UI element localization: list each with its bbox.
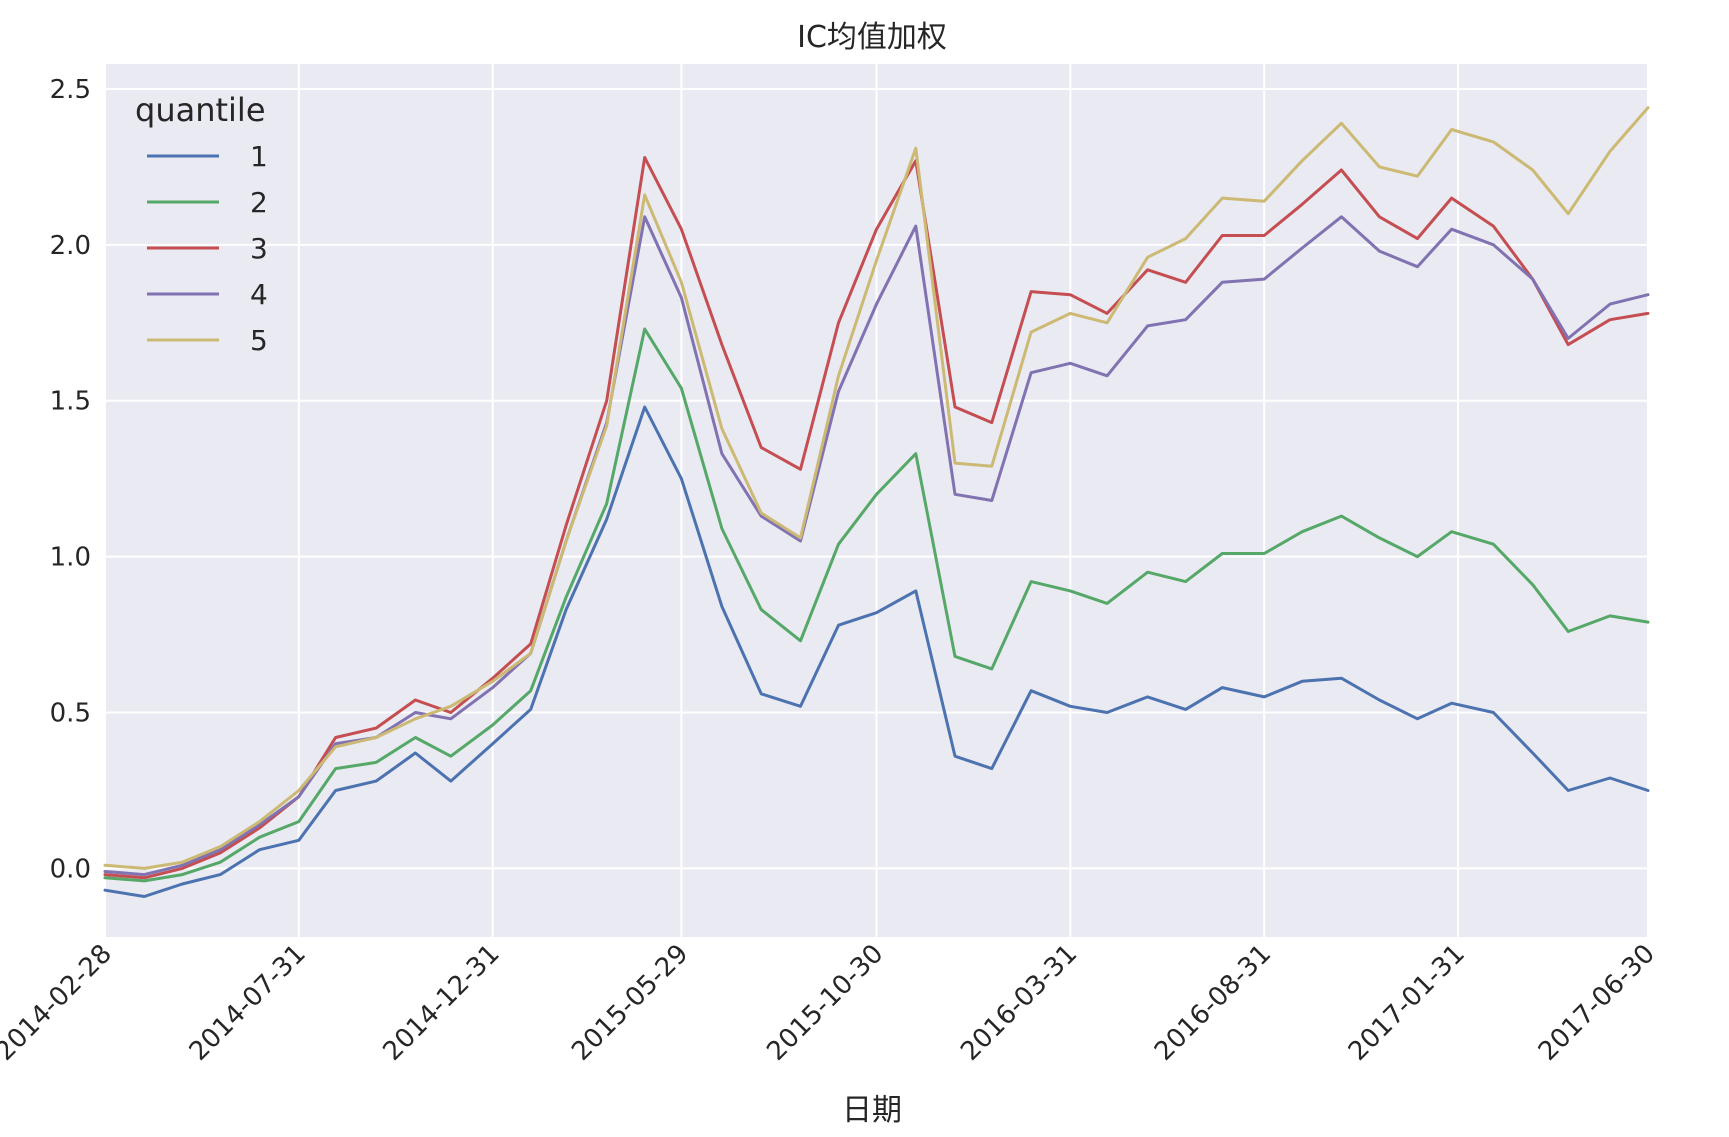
x-tick-label: 2014-12-31 (378, 939, 506, 1067)
x-tick-label: 2017-01-31 (1343, 939, 1471, 1067)
legend-title: quantile (135, 91, 266, 129)
legend-label-2: 2 (250, 186, 268, 219)
y-tick-label: 0.0 (50, 854, 91, 884)
x-tick-label: 2016-08-31 (1149, 939, 1277, 1067)
x-tick-label: 2014-02-28 (0, 939, 118, 1067)
x-tick-label: 2015-10-30 (761, 939, 889, 1067)
y-tick-label: 0.5 (50, 699, 91, 729)
series-line-1 (103, 405, 1650, 898)
x-tick-label: 2016-03-31 (955, 939, 1083, 1067)
legend: quantile 1 2 3 4 5 (135, 91, 268, 357)
legend-label-5: 5 (250, 324, 268, 357)
x-tick-label: 2015-05-29 (566, 939, 694, 1067)
legend-label-3: 3 (250, 232, 268, 265)
series-line-2 (103, 327, 1650, 883)
y-tick-label: 2.0 (50, 231, 91, 261)
x-axis-ticks: 2014-02-28 2014-07-31 2014-12-31 2015-05-29… (0, 939, 1661, 1067)
y-axis-ticks: 0.0 0.5 1.0 1.5 2.0 2.5 (50, 75, 91, 884)
legend-label-1: 1 (250, 140, 268, 173)
legend-label-4: 4 (250, 278, 268, 311)
y-tick-label: 1.5 (50, 387, 91, 417)
series-lines (103, 106, 1650, 898)
series-line-3 (103, 156, 1650, 880)
x-tick-label: 2017-06-30 (1533, 939, 1661, 1067)
y-tick-label: 2.5 (50, 75, 91, 105)
grid-lines (104, 64, 1649, 937)
chart-title: IC均值加权 (797, 20, 947, 55)
x-tick-label: 2014-07-31 (184, 939, 312, 1067)
legend-items: 1 2 3 4 5 (147, 140, 268, 357)
x-axis-label: 日期 (842, 1093, 902, 1128)
series-line-5 (103, 106, 1650, 870)
y-tick-label: 1.0 (50, 543, 91, 573)
